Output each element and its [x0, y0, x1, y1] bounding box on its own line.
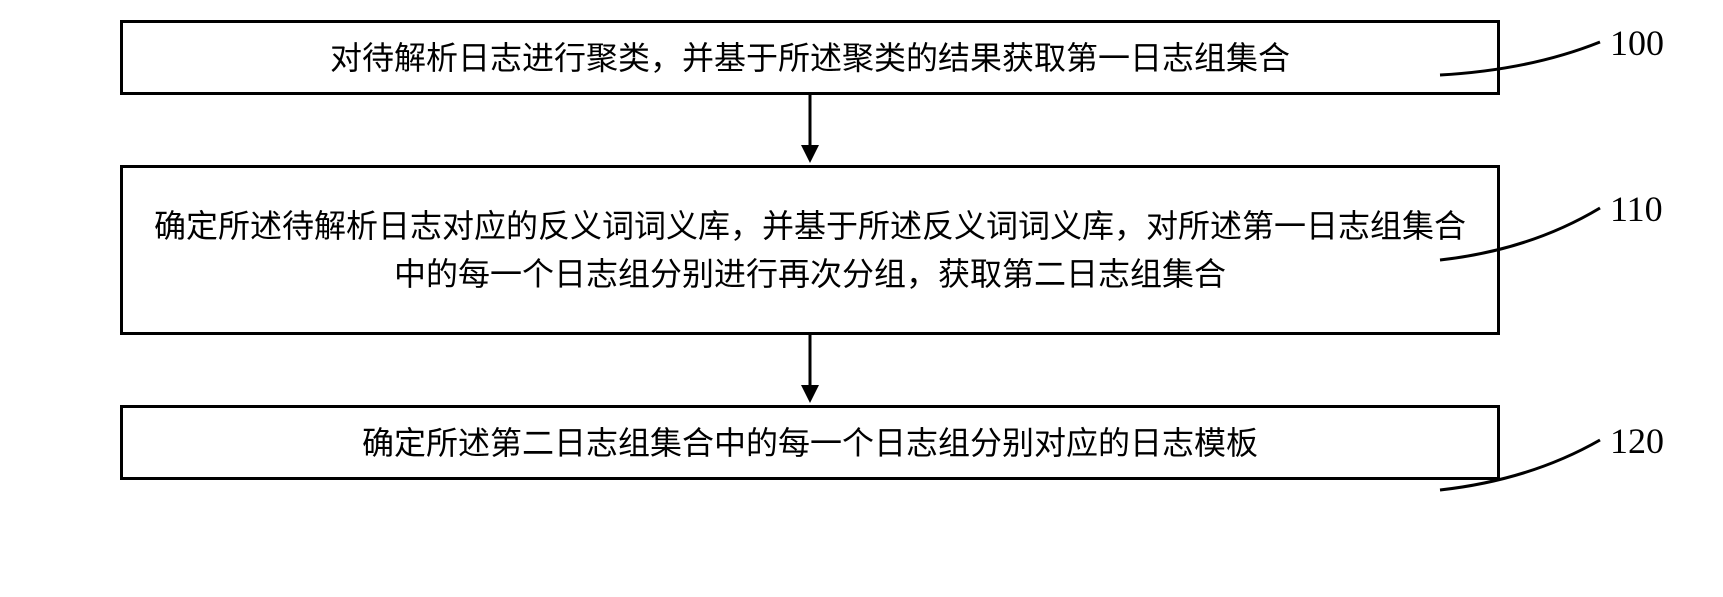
arrow-down-icon: [795, 335, 825, 405]
flow-step-110: 确定所述待解析日志对应的反义词词义库，并基于所述反义词词义库，对所述第一日志组集…: [120, 165, 1500, 335]
flow-step-120: 确定所述第二日志组集合中的每一个日志组分别对应的日志模板: [120, 405, 1500, 480]
flow-step-100: 对待解析日志进行聚类，并基于所述聚类的结果获取第一日志组集合: [120, 20, 1500, 95]
flow-step-120-text: 确定所述第二日志组集合中的每一个日志组分别对应的日志模板: [362, 419, 1258, 467]
arrow-2: [795, 335, 825, 405]
step-label-120: 120: [1610, 420, 1664, 462]
flowchart-container: 对待解析日志进行聚类，并基于所述聚类的结果获取第一日志组集合 确定所述待解析日志…: [60, 20, 1560, 480]
flow-step-100-text: 对待解析日志进行聚类，并基于所述聚类的结果获取第一日志组集合: [330, 34, 1290, 82]
arrow-down-icon: [795, 95, 825, 165]
step-label-100: 100: [1610, 22, 1664, 64]
flow-step-110-text: 确定所述待解析日志对应的反义词词义库，并基于所述反义词词义库，对所述第一日志组集…: [148, 202, 1472, 298]
step-label-110: 110: [1610, 188, 1663, 230]
arrow-1: [795, 95, 825, 165]
